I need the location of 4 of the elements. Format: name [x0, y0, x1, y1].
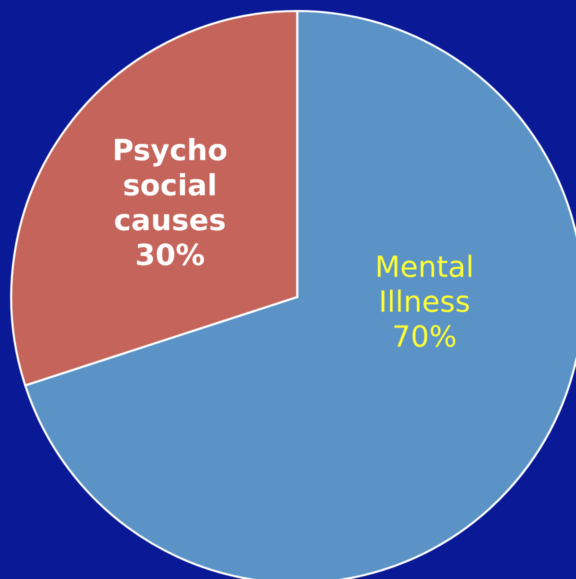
- slice-label: Mental Illness: [378, 254, 472, 312]
- data-label: 30%: [137, 243, 204, 266]
- data-label: 70%: [394, 324, 456, 348]
- slice-label: Psycho social causes: [114, 138, 226, 231]
